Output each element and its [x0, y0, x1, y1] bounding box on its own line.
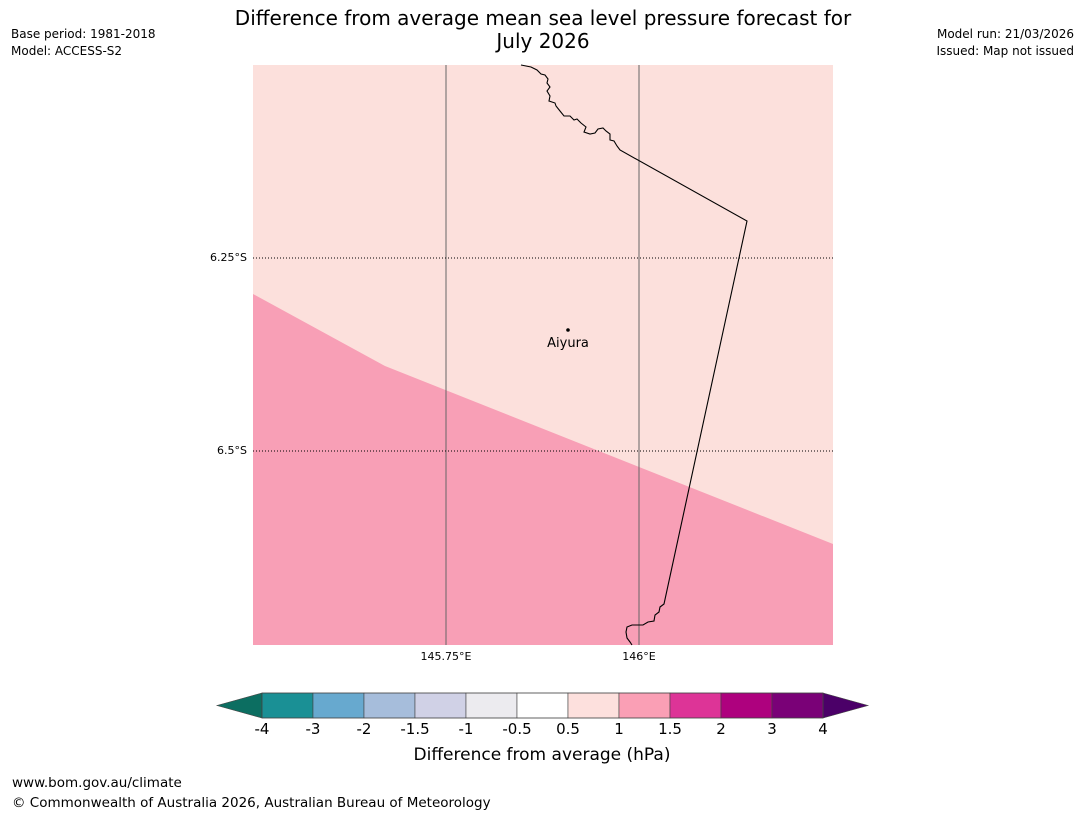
title-line-2: July 2026 — [496, 29, 590, 53]
colorbar-tick-label: 0.5 — [556, 720, 580, 738]
model-name: Model: ACCESS-S2 — [11, 44, 123, 58]
place-label-aiyura: Aiyura — [547, 336, 589, 351]
colorbar-tick-label: -2 — [356, 720, 372, 738]
colorbar-swatch — [312, 692, 365, 719]
colorbar-swatch — [567, 692, 620, 719]
colorbar-swatch — [414, 692, 467, 719]
pressure-region-lower — [253, 294, 833, 645]
lat-label-6-5: 6.5°S — [217, 444, 247, 457]
province-boundary — [520, 64, 748, 646]
colorbar-swatch — [771, 692, 824, 719]
colorbar-swatch — [669, 692, 722, 719]
colorbar-swatch — [261, 692, 314, 719]
title-line-1: Difference from average mean sea level p… — [234, 6, 852, 30]
colorbar-tick-label: 1 — [614, 720, 624, 738]
colorbar-tick-label: 1.5 — [658, 720, 682, 738]
model-run: Model run: 21/03/2026 — [936, 27, 1074, 41]
colorbar-swatch — [465, 692, 518, 719]
base-period: Base period: 1981-2018 — [11, 27, 156, 41]
lon-label-145-75: 145.75°E — [420, 650, 472, 663]
meta-left: Base period: 1981-2018 Model: ACCESS-S2 — [11, 26, 156, 60]
colorbar-under-arrow — [215, 692, 263, 719]
meta-right: Model run: 21/03/2026 Issued: Map not is… — [936, 26, 1074, 60]
lon-label-146: 146°E — [622, 650, 656, 663]
colorbar-over-arrow — [822, 692, 870, 719]
colorbar-outline — [261, 692, 824, 719]
aiyura-marker — [566, 328, 570, 332]
issued-status: Issued: Map not issued — [936, 44, 1074, 58]
colorbar-tick-label: -3 — [305, 720, 321, 738]
colorbar-tick-label: 3 — [767, 720, 777, 738]
colorbar-tick-label: -1.5 — [400, 720, 430, 738]
colorbar-tick-label: -4 — [254, 720, 270, 738]
colorbar-swatch — [618, 692, 671, 719]
colorbar-tick-label: 2 — [716, 720, 726, 738]
footer-copyright: © Commonwealth of Australia 2026, Austra… — [12, 795, 491, 811]
colorbar-swatch — [516, 692, 569, 719]
lat-label-6-25: 6.25°S — [210, 251, 247, 264]
footer-url[interactable]: www.bom.gov.au/climate — [12, 775, 182, 791]
map-title: Difference from average mean sea level p… — [203, 7, 883, 53]
colorbar-tick-label: -1 — [458, 720, 474, 738]
colorbar-swatch — [363, 692, 416, 719]
colorbar-tick-label: 4 — [818, 720, 828, 738]
colorbar-label: Difference from average (hPa) — [413, 745, 671, 765]
colorbar-swatch — [720, 692, 773, 719]
colorbar-tick-label: -0.5 — [502, 720, 532, 738]
